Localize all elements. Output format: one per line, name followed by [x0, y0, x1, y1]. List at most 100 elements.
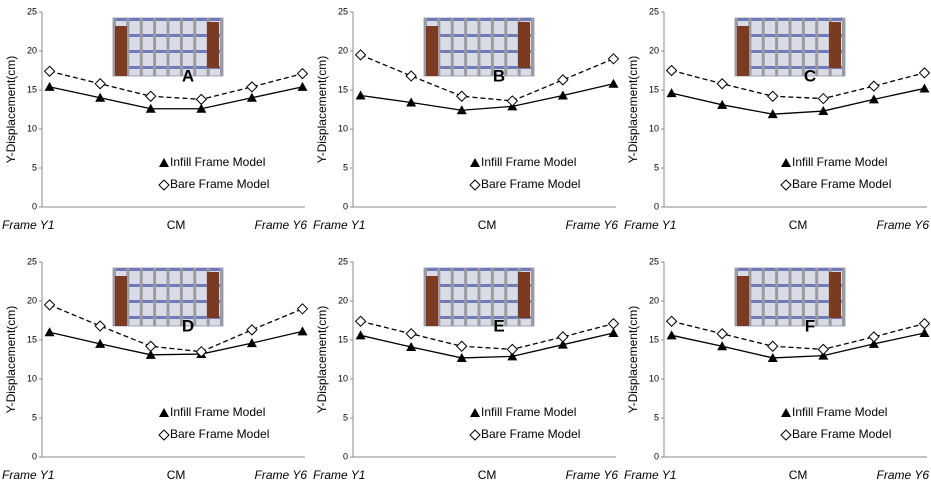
legend-marker — [781, 180, 791, 190]
building-column — [167, 268, 170, 326]
panel-label: B — [493, 66, 505, 85]
legend-label: Infill Frame Model — [792, 155, 887, 169]
legend-marker — [159, 180, 169, 190]
y-tick-label: 0 — [654, 451, 659, 461]
marker-diamond — [146, 91, 156, 101]
x-tick-label: Frame Y1 — [624, 468, 676, 482]
marker-diamond — [356, 316, 366, 326]
marker-triangle — [667, 330, 677, 339]
y-tick-label: 15 — [649, 84, 659, 94]
marker-diamond — [608, 319, 618, 329]
legend-marker — [470, 158, 480, 167]
series-line — [361, 84, 614, 111]
marker-diamond — [247, 325, 257, 335]
marker-diamond — [717, 329, 727, 339]
legend-label: Bare Frame Model — [170, 427, 269, 441]
legend-marker — [781, 430, 791, 440]
y-tick-label: 20 — [649, 45, 659, 55]
y-tick-label: 25 — [649, 6, 659, 16]
building-column — [762, 268, 765, 326]
y-tick-label: 15 — [338, 334, 348, 344]
y-tick-label: 15 — [649, 334, 659, 344]
marker-diamond — [95, 79, 105, 89]
marker-triangle — [919, 83, 929, 92]
y-tick-label: 20 — [338, 45, 348, 55]
marker-diamond — [247, 82, 257, 92]
building-wall — [207, 272, 219, 318]
legend-label: Infill Frame Model — [792, 405, 887, 419]
legend-marker — [470, 430, 480, 440]
y-tick-label: 10 — [338, 123, 348, 133]
y-tick-label: 15 — [338, 84, 348, 94]
marker-diamond — [146, 341, 156, 351]
building-column — [842, 268, 845, 326]
legend-marker — [470, 180, 480, 190]
marker-triangle — [667, 88, 677, 97]
marker-diamond — [45, 66, 55, 76]
building-wall — [829, 272, 841, 318]
y-axis-label: Y-Displacement(cm) — [315, 306, 329, 414]
building-wall — [115, 276, 127, 326]
legend-label: Infill Frame Model — [170, 155, 265, 169]
x-tick-label: Frame Y1 — [313, 468, 365, 482]
figure: 0 5 10 15 20 25 Frame Y1 CM Frame Y6 Y-Displaceme… — [0, 0, 931, 486]
x-tick-label: Frame Y6 — [566, 218, 619, 232]
x-tick-label: CM — [167, 468, 186, 482]
building-column — [153, 18, 156, 76]
building-image — [113, 268, 223, 326]
x-tick-label: Frame Y6 — [566, 468, 619, 482]
x-tick-label: Frame Y6 — [255, 468, 308, 482]
x-tick-label: Frame Y6 — [877, 468, 930, 482]
y-tick-label: 25 — [338, 6, 348, 16]
y-tick-label: 20 — [27, 45, 37, 55]
y-axis-label: Y-Displacement(cm) — [626, 306, 640, 414]
marker-triangle — [45, 82, 55, 91]
building-column — [775, 268, 778, 326]
marker-diamond — [919, 68, 929, 78]
y-tick-label: 5 — [654, 412, 659, 422]
y-tick-label: 0 — [343, 451, 348, 461]
building-image — [424, 18, 534, 76]
y-tick-label: 0 — [654, 201, 659, 211]
legend-marker — [159, 158, 169, 167]
legend-label: Bare Frame Model — [170, 177, 269, 191]
x-tick-label: Frame Y1 — [2, 218, 54, 232]
marker-diamond — [768, 341, 778, 351]
building-column — [775, 18, 778, 76]
y-tick-label: 10 — [27, 373, 37, 383]
marker-diamond — [297, 69, 307, 79]
x-tick-label: CM — [478, 218, 497, 232]
y-tick-label: 25 — [27, 256, 37, 266]
legend-label: Bare Frame Model — [792, 177, 891, 191]
legend-label: Infill Frame Model — [481, 405, 576, 419]
y-tick-label: 25 — [338, 256, 348, 266]
panel-label: E — [493, 316, 504, 335]
building-column — [220, 18, 223, 76]
marker-triangle — [608, 79, 618, 88]
chart-panel: 0510152025Frame Y1CMFrame Y6Y-Displaceme… — [624, 6, 929, 232]
marker-diamond — [818, 344, 828, 354]
marker-diamond — [818, 94, 828, 104]
building-column — [478, 268, 481, 326]
building-image — [424, 268, 534, 326]
y-tick-label: 20 — [27, 295, 37, 305]
marker-diamond — [95, 321, 105, 331]
marker-triangle — [297, 82, 307, 91]
building-image — [735, 268, 845, 326]
y-tick-label: 15 — [27, 334, 37, 344]
building-column — [140, 18, 143, 76]
marker-triangle — [297, 326, 307, 335]
y-tick-label: 10 — [649, 123, 659, 133]
panel-label: D — [182, 316, 194, 335]
marker-diamond — [869, 332, 879, 342]
legend-label: Bare Frame Model — [481, 177, 580, 191]
x-tick-label: Frame Y1 — [624, 218, 676, 232]
building-column — [464, 268, 467, 326]
building-wall — [737, 276, 749, 326]
building-wall — [115, 26, 127, 76]
marker-triangle — [356, 90, 366, 99]
marker-diamond — [558, 75, 568, 85]
series-line — [672, 333, 925, 358]
building-column — [451, 268, 454, 326]
